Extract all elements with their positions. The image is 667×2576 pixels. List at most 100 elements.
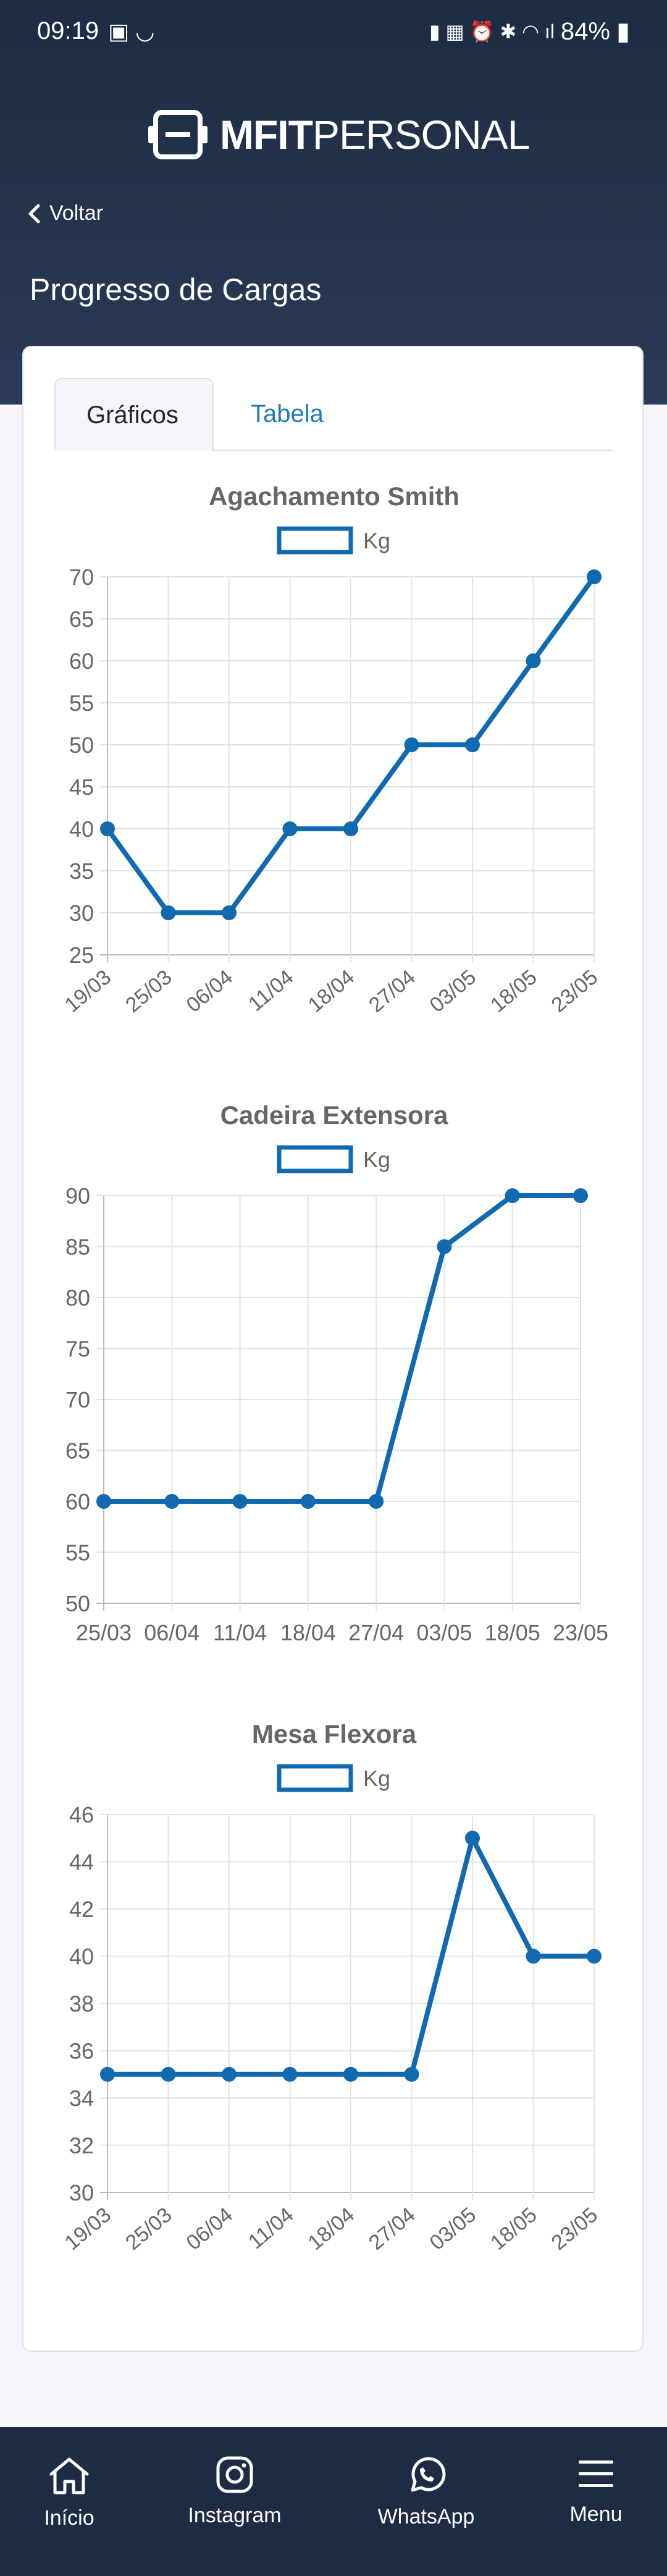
y-tick-label: 34 <box>69 2086 94 2111</box>
x-tick-label: 19/03 <box>61 2203 116 2255</box>
nav-instagram[interactable]: Instagram <box>179 2456 290 2528</box>
data-point[interactable] <box>100 821 115 836</box>
data-point[interactable] <box>437 1239 452 1254</box>
data-point[interactable] <box>222 905 237 920</box>
x-tick-label: 25/03 <box>121 2203 177 2255</box>
y-tick-label: 44 <box>69 1850 94 1875</box>
data-point[interactable] <box>100 2066 115 2082</box>
y-tick-label: 40 <box>69 816 94 842</box>
nav-label-instagram: Instagram <box>188 2504 282 2527</box>
whatsapp-icon <box>411 2457 446 2492</box>
y-tick-label: 65 <box>65 1438 90 1464</box>
data-point[interactable] <box>404 2066 419 2082</box>
status-bar: 09:19 ▣ ◡ ▮ ▦ ⏰ ✱ ◠ ıl 84% ▮ <box>0 0 667 64</box>
data-point[interactable] <box>232 1494 248 1509</box>
y-tick-label: 70 <box>65 1387 90 1412</box>
data-point[interactable] <box>526 653 541 668</box>
x-tick-label: 06/04 <box>144 1620 199 1645</box>
menu-icon <box>579 2461 613 2487</box>
y-tick-label: 75 <box>65 1336 90 1362</box>
chart-svg: Mesa Flexora Kg 30 32 34 36 38 40 42 44 46 19/03 25/… <box>61 1721 603 2255</box>
bottom-nav: Início Instagram WhatsApp Menu <box>0 2427 667 2576</box>
app-header: 09:19 ▣ ◡ ▮ ▦ ⏰ ✱ ◠ ıl 84% ▮ MFITPERSONA… <box>0 0 667 405</box>
back-button[interactable]: Voltar <box>27 201 103 225</box>
y-tick-label: 55 <box>69 690 94 716</box>
data-point[interactable] <box>369 1494 384 1509</box>
nav-label-whatsapp: WhatsApp <box>377 2505 475 2528</box>
x-tick-label: 06/04 <box>182 965 238 1017</box>
y-tick-label: 32 <box>69 2133 94 2159</box>
y-tick-label: 55 <box>65 1540 90 1566</box>
x-tick-label: 25/03 <box>121 965 177 1017</box>
nav-menu[interactable]: Menu <box>562 2456 630 2527</box>
x-tick-label: 11/04 <box>244 2203 298 2254</box>
x-tick-label: 18/05 <box>485 1620 540 1645</box>
data-point[interactable] <box>465 1831 480 1846</box>
y-tick-label: 50 <box>69 732 94 758</box>
x-tick-label: 23/05 <box>547 2203 603 2255</box>
y-tick-label: 40 <box>69 1944 94 1970</box>
y-tick-label: 85 <box>65 1235 90 1260</box>
data-point[interactable] <box>343 2066 358 2082</box>
x-tick-label: 11/04 <box>244 965 298 1016</box>
data-point[interactable] <box>222 2066 237 2082</box>
x-tick-label: 03/05 <box>426 2203 481 2255</box>
data-point[interactable] <box>343 821 358 836</box>
data-point[interactable] <box>282 821 298 836</box>
progress-card: Gráficos Tabela Agachamento Smith Kg 25 30 3… <box>22 346 644 2352</box>
notification-icons: ▣ ◡ <box>108 19 155 44</box>
logo-light: PERSONAL <box>312 112 530 157</box>
y-tick-label: 45 <box>69 774 94 800</box>
y-tick-label: 80 <box>65 1285 90 1311</box>
chart-legend[interactable]: Kg <box>277 1764 390 1792</box>
y-tick-label: 25 <box>69 942 94 968</box>
x-tick-label: 23/05 <box>553 1620 608 1645</box>
chart-legend[interactable]: Kg <box>277 1145 390 1173</box>
y-tick-label: 38 <box>69 1991 94 2016</box>
x-tick-label: 03/05 <box>426 965 481 1017</box>
chart-title: Agachamento Smith <box>209 483 459 511</box>
legend-label: Kg <box>363 1147 390 1172</box>
data-point[interactable] <box>404 737 419 752</box>
data-point[interactable] <box>300 1494 316 1509</box>
x-tick-label: 25/03 <box>76 1620 132 1645</box>
x-tick-label: 19/03 <box>61 965 116 1017</box>
tab-graficos[interactable]: Gráficos <box>54 378 214 451</box>
y-tick-label: 60 <box>65 1489 90 1514</box>
x-tick-label: 11/04 <box>213 1620 267 1645</box>
data-point[interactable] <box>573 1188 588 1203</box>
data-point[interactable] <box>282 2066 298 2082</box>
status-time: 09:19 <box>37 17 99 44</box>
data-point[interactable] <box>465 737 480 752</box>
data-point[interactable] <box>161 2066 176 2082</box>
data-point[interactable] <box>505 1188 520 1203</box>
nav-whatsapp[interactable]: WhatsApp <box>371 2456 482 2529</box>
nav-label-inicio: Início <box>44 2506 94 2530</box>
y-tick-label: 30 <box>69 900 94 926</box>
data-point[interactable] <box>164 1494 180 1509</box>
y-tick-label: 46 <box>69 1802 94 1827</box>
y-tick-label: 30 <box>69 2180 94 2205</box>
page-title: Progresso de Cargas <box>30 272 322 307</box>
data-point[interactable] <box>96 1494 111 1509</box>
chevron-left-icon <box>28 204 40 223</box>
x-tick-label: 23/05 <box>547 965 603 1017</box>
chart-agachamento-smith: Agachamento Smith Kg 25 30 35 40 45 50 55 60 65 70 1… <box>23 483 645 1064</box>
data-point[interactable] <box>587 1949 602 1964</box>
tab-tabela[interactable]: Tabela <box>251 400 324 427</box>
y-tick-label: 50 <box>65 1591 90 1616</box>
x-tick-label: 18/04 <box>304 2203 359 2255</box>
y-tick-label: 42 <box>69 1897 94 1922</box>
chart-legend[interactable]: Kg <box>277 526 390 555</box>
x-tick-label: 18/05 <box>486 965 542 1017</box>
system-icons: ▮ ▦ ⏰ ✱ ◠ ıl <box>429 20 555 43</box>
nav-inicio[interactable]: Início <box>38 2456 100 2530</box>
y-tick-label: 60 <box>69 648 94 674</box>
chart-title: Cadeira Extensora <box>220 1102 448 1130</box>
data-point[interactable] <box>161 905 176 920</box>
data-point[interactable] <box>587 569 602 584</box>
x-tick-label: 18/04 <box>304 965 359 1017</box>
legend-label: Kg <box>363 1766 390 1791</box>
data-point[interactable] <box>526 1949 541 1964</box>
chart-mesa-flexora: Mesa Flexora Kg 30 32 34 36 38 40 42 44 46 19/03 25/… <box>23 1721 645 2314</box>
